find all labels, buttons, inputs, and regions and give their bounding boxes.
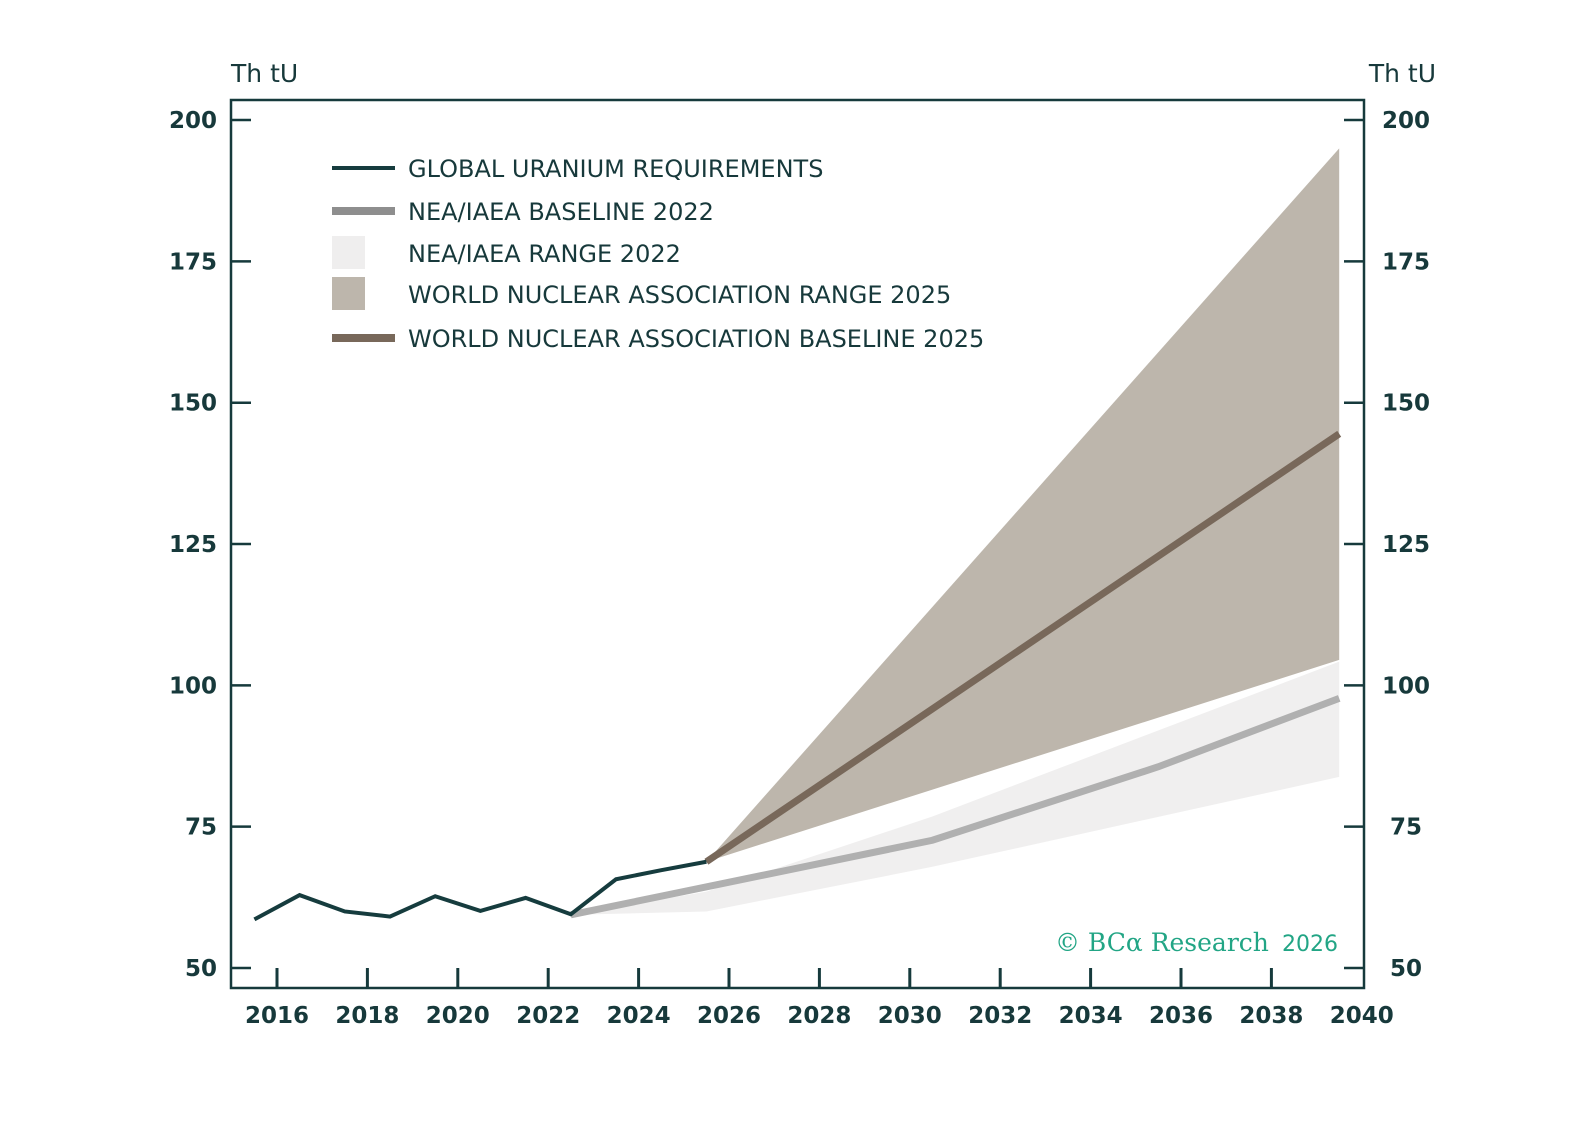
y-tick-label-right: 150 — [1382, 391, 1430, 417]
y-tick-label-left: 150 — [169, 391, 217, 417]
x-tick-label: 2020 — [426, 1003, 490, 1029]
y-tick-label-right: 200 — [1382, 108, 1430, 134]
line-global-uranium-requirements — [253, 859, 707, 922]
series-lines — [253, 430, 1342, 922]
y-tick-label-right: 175 — [1382, 249, 1430, 275]
x-tick-label: 2022 — [516, 1003, 580, 1029]
x-tick-label: 2030 — [878, 1003, 942, 1029]
watermark: © BCα Research 2026 — [1055, 928, 1338, 957]
axes: 50 50 75 75 100 100 125 125 150 150 175 175 200 200 20… — [169, 98, 1430, 1029]
legend: GLOBAL URANIUM REQUIREMENTS NEA/IAEA BASE… — [332, 155, 984, 353]
x-tick-label: 2036 — [1149, 1003, 1213, 1029]
x-tick-label: 2040 — [1330, 1003, 1394, 1029]
x-tick-label: 2016 — [245, 1003, 309, 1029]
x-tick-label: 2028 — [787, 1003, 851, 1029]
legend-swatch-box — [332, 277, 365, 310]
y-tick-label-right: 75 — [1390, 815, 1422, 841]
legend-item: WORLD NUCLEAR ASSOCIATION BASELINE 2025 — [332, 325, 984, 353]
right-axis-unit-label: Th tU — [1368, 59, 1436, 88]
legend-label: WORLD NUCLEAR ASSOCIATION BASELINE 2025 — [408, 325, 984, 353]
band-nea-iaea-range-2022 — [570, 661, 1340, 915]
legend-item: NEA/IAEA RANGE 2022 — [332, 236, 681, 269]
x-tick-label: 2026 — [697, 1003, 761, 1029]
range-bands — [570, 148, 1340, 915]
left-axis-unit-label: Th tU — [230, 59, 298, 88]
x-tick-label: 2038 — [1239, 1003, 1303, 1029]
y-tick-label-right: 125 — [1382, 532, 1430, 558]
watermark-year: 2026 — [1282, 932, 1338, 957]
y-tick-label-right: 100 — [1382, 673, 1430, 699]
y-tick-label-left: 75 — [185, 815, 217, 841]
legend-label: WORLD NUCLEAR ASSOCIATION RANGE 2025 — [408, 281, 951, 309]
x-tick-label: 2032 — [968, 1003, 1032, 1029]
x-tick-label: 2018 — [335, 1003, 399, 1029]
line-world-nuclear-association-baseline-2025 — [704, 430, 1342, 865]
legend-item: NEA/IAEA BASELINE 2022 — [332, 198, 714, 226]
legend-label: NEA/IAEA BASELINE 2022 — [408, 198, 714, 226]
legend-label: NEA/IAEA RANGE 2022 — [408, 240, 681, 268]
band-world-nuclear-association-range-2025 — [706, 148, 1340, 862]
y-tick-label-left: 125 — [169, 532, 217, 558]
y-tick-label-left: 175 — [169, 249, 217, 275]
legend-swatch-box — [332, 236, 365, 269]
y-tick-label-left: 100 — [169, 673, 217, 699]
x-tick-label: 2034 — [1059, 1003, 1123, 1029]
legend-label: GLOBAL URANIUM REQUIREMENTS — [408, 155, 823, 183]
x-tick-label: 2024 — [607, 1003, 671, 1029]
legend-item: GLOBAL URANIUM REQUIREMENTS — [332, 155, 823, 183]
y-tick-label-left: 50 — [185, 956, 217, 982]
line-nea-iaea-baseline-2022 — [570, 695, 1341, 919]
y-tick-label-right: 50 — [1390, 956, 1422, 982]
watermark-brand: © BCα Research — [1055, 928, 1269, 957]
legend-item: WORLD NUCLEAR ASSOCIATION RANGE 2025 — [332, 277, 951, 310]
y-tick-label-left: 200 — [169, 108, 217, 134]
